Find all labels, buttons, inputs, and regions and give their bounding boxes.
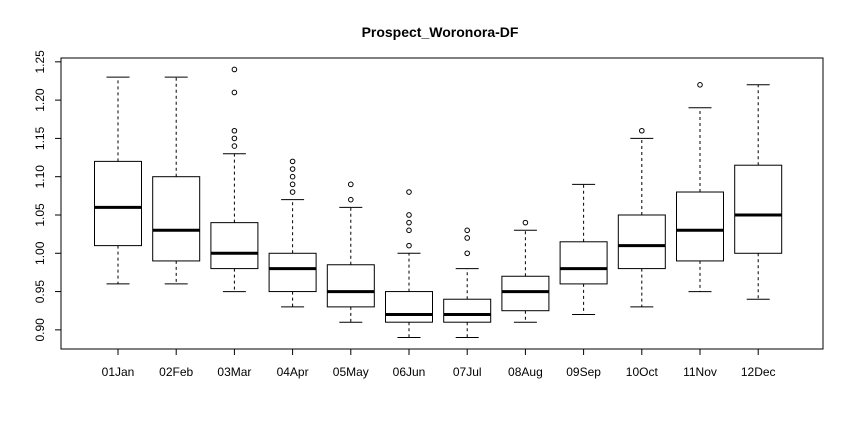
x-tick-label: 09Sep <box>566 365 601 379</box>
y-tick-label: 1.00 <box>33 241 47 265</box>
outlier-point <box>464 250 471 257</box>
iqr-box <box>385 291 433 323</box>
x-tick-label: 12Dec <box>741 365 776 379</box>
y-tick-label: 1.15 <box>33 126 47 150</box>
outlier-point <box>406 227 412 234</box>
outlier-point <box>406 219 412 226</box>
box-12Dec <box>734 84 783 300</box>
outlier-point <box>289 181 296 188</box>
box-10Oct <box>617 127 666 308</box>
iqr-box <box>734 164 783 254</box>
outlier-point <box>289 166 296 172</box>
box-11Nov <box>676 82 724 293</box>
y-tick-label: 0.90 <box>33 318 47 342</box>
outlier-point <box>289 189 296 195</box>
outlier-point <box>464 235 471 241</box>
x-axis: 01Jan 02Feb 03Mar 04Apr 05May 06Jun 07Jul 08Aug… <box>102 349 776 379</box>
box-09Sep <box>559 183 608 316</box>
box-01Jan <box>94 76 142 285</box>
iqr-box <box>326 264 375 308</box>
outlier-point <box>231 127 238 134</box>
outlier-point <box>231 66 238 73</box>
iqr-box <box>152 176 201 262</box>
outlier-point <box>697 82 703 88</box>
x-tick-label: 05May <box>333 365 369 379</box>
outlier-point <box>289 158 296 165</box>
outlier-point <box>522 219 529 226</box>
iqr-box <box>501 275 550 312</box>
y-tick-label: 1.05 <box>33 203 47 227</box>
y-tick-label: 1.25 <box>33 50 47 74</box>
box-series <box>94 66 783 339</box>
outlier-point <box>231 89 238 96</box>
outlier-point <box>348 181 354 188</box>
x-tick-label: 01Jan <box>102 365 135 379</box>
box-02Feb <box>152 76 201 285</box>
outlier-point <box>639 127 645 134</box>
iqr-box <box>559 241 608 285</box>
outlier-point <box>464 227 471 234</box>
chart-title: Prospect_Woronora-DF <box>362 24 519 40</box>
y-axis: 0.90 0.95 1.00 1.05 1.10 1.15 1.20 1.25 <box>33 50 61 342</box>
x-tick-label: 02Feb <box>159 365 193 379</box>
box-06Jun <box>385 189 433 339</box>
outlier-point <box>289 173 296 180</box>
y-tick-label: 1.20 <box>33 88 47 112</box>
y-tick-label: 1.10 <box>33 165 47 189</box>
x-tick-label: 08Aug <box>508 365 543 379</box>
x-tick-label: 03Mar <box>217 365 251 379</box>
x-tick-label: 10Oct <box>626 365 659 379</box>
x-tick-label: 11Nov <box>683 365 717 379</box>
box-07Jul <box>443 227 492 339</box>
y-tick-label: 0.95 <box>33 280 47 304</box>
x-tick-label: 07Jul <box>453 365 482 379</box>
iqr-box <box>94 160 142 247</box>
iqr-box <box>443 298 492 323</box>
iqr-box <box>617 214 666 270</box>
iqr-box <box>676 191 724 262</box>
x-tick-label: 06Jun <box>393 365 426 379</box>
box-08Aug <box>501 219 550 323</box>
box-04Apr <box>268 158 317 308</box>
plot-frame <box>60 57 824 350</box>
iqr-box <box>210 222 259 270</box>
outlier-point <box>348 196 354 203</box>
outlier-point <box>406 189 412 195</box>
outlier-point <box>406 242 412 249</box>
box-05May <box>326 181 375 323</box>
outlier-point <box>231 143 238 149</box>
outlier-point <box>231 135 238 142</box>
x-tick-label: 04Apr <box>277 365 309 379</box>
outlier-point <box>406 212 412 218</box>
box-03Mar <box>210 66 259 293</box>
iqr-box <box>268 252 317 293</box>
